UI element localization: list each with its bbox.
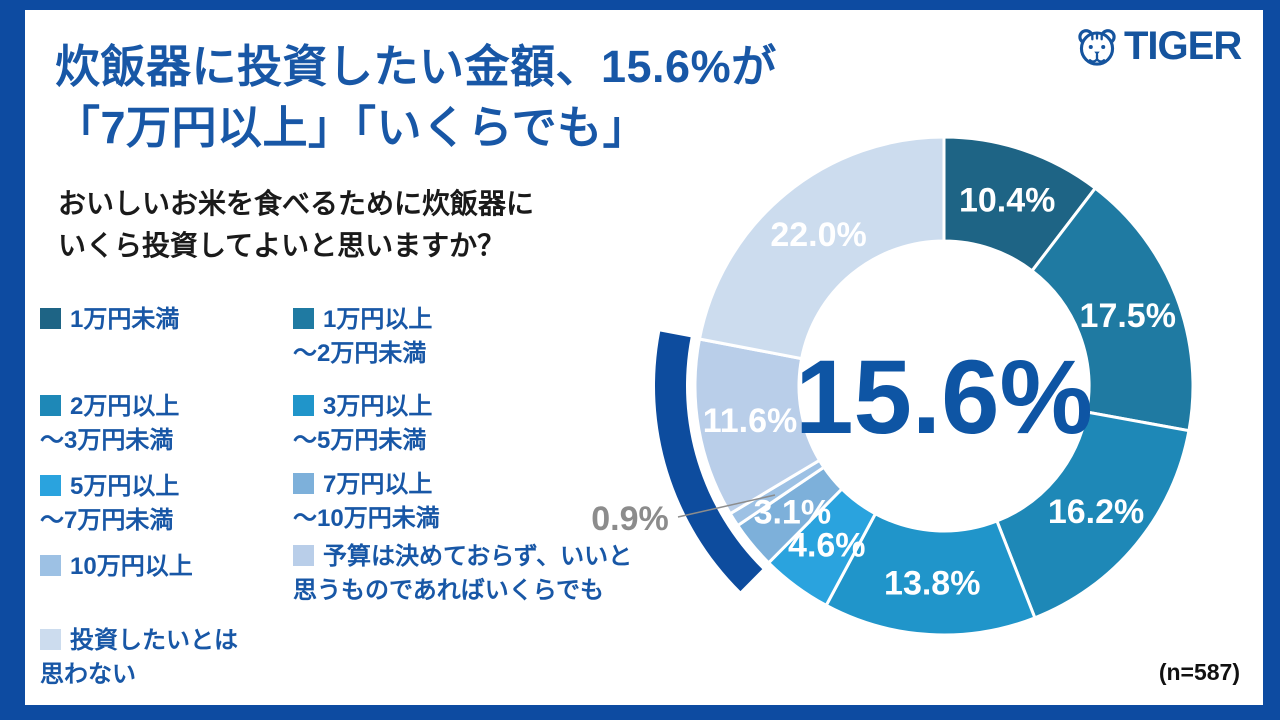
legend-item: 2万円以上 ～3万円未満 (40, 390, 460, 458)
legend-swatch (40, 555, 61, 576)
tiger-face-icon (1078, 28, 1116, 66)
legend-swatch (40, 308, 61, 329)
legend-swatch (40, 475, 61, 496)
survey-question-line2: いくら投資してよいと思いますか？ (58, 230, 506, 261)
legend-swatch (293, 473, 314, 494)
page-title-line1: 炊飯器に投資したい金額、15.6%が (55, 41, 777, 92)
survey-question: おいしいお米を食べるために炊飯器に いくら投資してよいと思いますか？ (58, 183, 534, 267)
legend-item: 予算は決めておらず、いいと 思うものであればいくらでも (293, 540, 713, 608)
legend-label: 2万円以上 ～3万円未満 (40, 393, 180, 454)
legend-item: 7万円以上 ～10万円未満 (293, 468, 713, 536)
legend-label: 5万円以上 ～7万円未満 (40, 473, 180, 534)
survey-question-line1: おいしいお米を食べるために炊飯器に (58, 188, 535, 219)
legend-item: 5万円以上 ～7万円未満 (40, 470, 460, 538)
legend-item: 1万円以上 ～2万円未満 (293, 303, 713, 371)
brand-logo: TIGER (1076, 24, 1242, 69)
legend-swatch (293, 308, 314, 329)
legend-label: 投資したいとは 思わない (40, 627, 238, 688)
legend-item: 1万円未満 (40, 303, 460, 337)
legend-label: 3万円以上 ～5万円未満 (293, 393, 433, 454)
legend-label: 1万円未満 (70, 306, 180, 333)
legend-column-1: 1万円未満 2万円以上 ～3万円未満 5万円以上 ～7万円未満 10万円以上投資したい… (40, 303, 460, 692)
legend-swatch (40, 629, 61, 650)
legend-item: 3万円以上 ～5万円未満 (293, 390, 713, 458)
brand-wordmark: TIGER (1124, 24, 1242, 68)
legend-swatch (293, 395, 314, 416)
legend-label: 1万円以上 ～2万円未満 (293, 306, 433, 367)
legend-label: 10万円以上 (70, 553, 193, 580)
legend-column-2: 1万円以上 ～2万円未満 3万円以上 ～5万円未満 7万円以上 ～10万円未満予算は… (293, 303, 713, 608)
sample-size-label: (n=587) (1158, 659, 1240, 685)
legend-item: 投資したいとは 思わない (40, 624, 460, 692)
legend-label: 予算は決めておらず、いいと 思うものであればいくらでも (293, 543, 633, 604)
legend-swatch (40, 395, 61, 416)
legend-label: 7万円以上 ～10万円未満 (293, 471, 440, 532)
legend-swatch (293, 545, 314, 566)
legend-item: 10万円以上 (40, 550, 460, 584)
page-title-line2: 「7万円以上」「いくらでも」 (55, 102, 649, 153)
page-title: 炊飯器に投資したい金額、15.6%が 「7万円以上」「いくらでも」 (55, 36, 777, 158)
